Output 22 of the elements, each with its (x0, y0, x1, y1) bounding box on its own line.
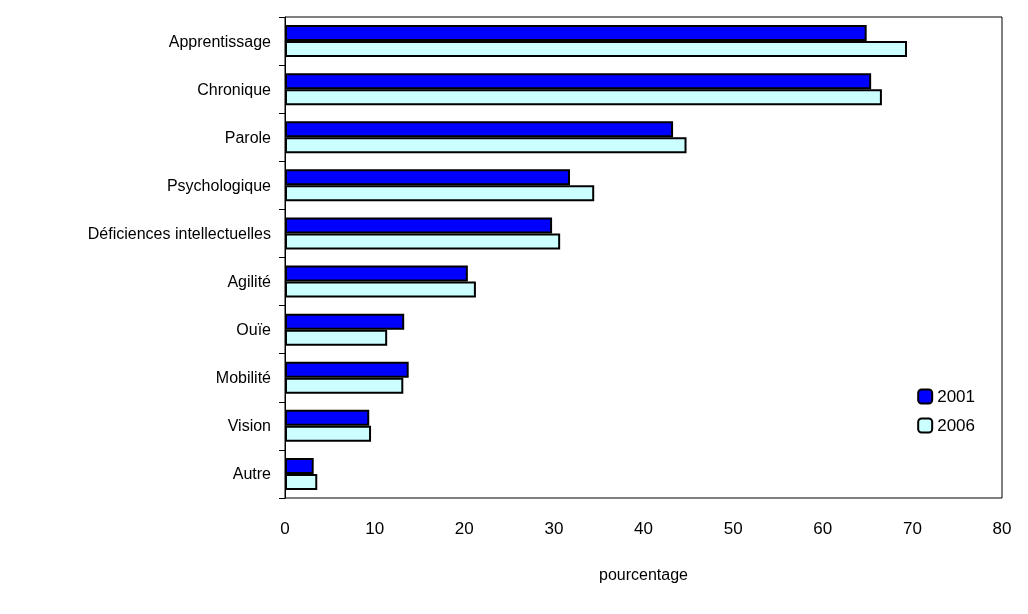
x-tick-label: 80 (992, 519, 1012, 538)
y-tick-label: Ouïe (236, 321, 272, 339)
x-tick-label: 10 (365, 519, 385, 538)
y-tick-label: Agilité (227, 273, 272, 291)
y-tick-label: Chronique (197, 80, 272, 98)
y-tick-label: Autre (232, 465, 272, 483)
y-tick-label: Parole (224, 128, 272, 146)
legend-label: 2001 (937, 387, 976, 406)
x-tick-label: 0 (280, 519, 290, 538)
x-tick-label: 40 (634, 519, 653, 538)
legend-label: 2006 (937, 416, 976, 435)
x-tick-label: 30 (544, 519, 564, 538)
x-tick-label: 60 (813, 519, 833, 538)
y-tick-label: Psychologique (166, 176, 272, 194)
x-tick-label: 20 (454, 519, 474, 538)
y-tick-label: Vision (227, 417, 271, 435)
x-axis-title: pourcentage (599, 565, 689, 583)
y-tick-label: Mobilité (215, 369, 272, 387)
y-tick-label: Déficiences intellectuelles (87, 224, 271, 242)
x-tick-label: 50 (723, 519, 743, 538)
x-tick-label: 70 (902, 519, 922, 538)
y-tick-label: Apprentissage (168, 32, 272, 50)
